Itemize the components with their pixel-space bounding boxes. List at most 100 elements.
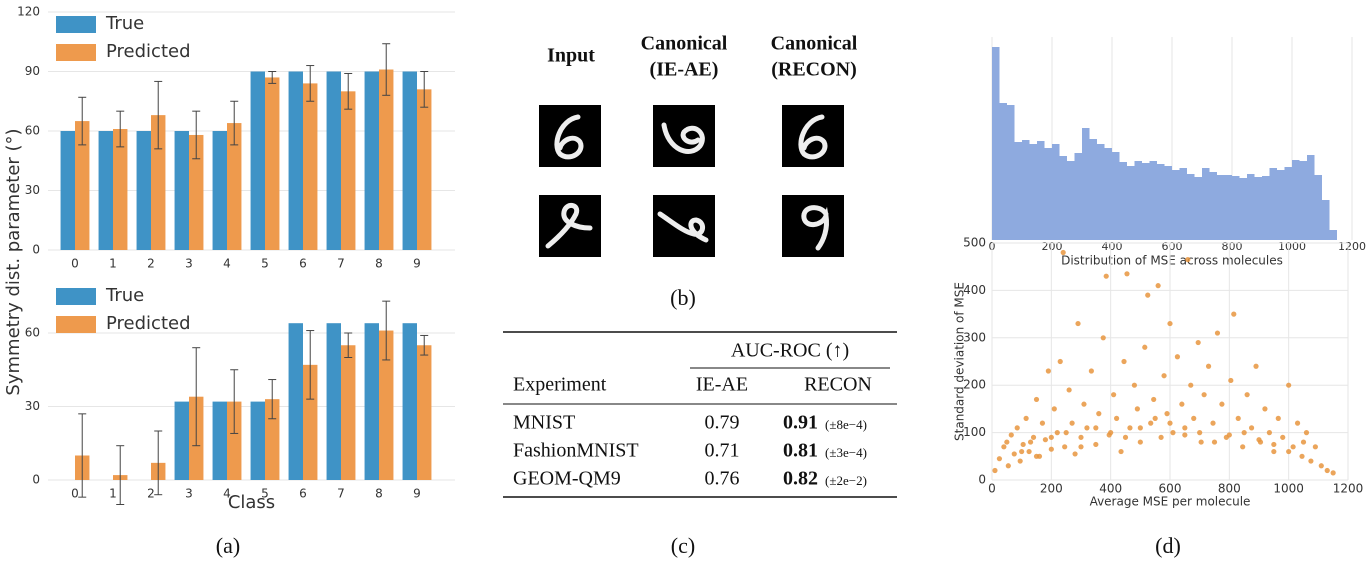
scatter-point [1118,448,1124,455]
error-bar [344,332,353,358]
x-tick-label: 200 [1040,482,1063,496]
histogram-bar [1307,155,1315,240]
scatter-point [1030,434,1037,440]
x-tick-label: 400 [1099,482,1122,496]
column-header: (IE-AE) [650,59,719,81]
scatter-point [1174,354,1181,360]
scatter-point [1211,439,1218,445]
histogram-bar [1247,174,1255,240]
legend-label: True [105,285,144,306]
scatter-point [1026,448,1032,455]
histogram-bar [1187,174,1195,240]
x-tick-label: 1000 [1278,240,1306,253]
scatter-point [1253,363,1259,369]
x-tick-label: 800 [1218,482,1241,496]
bar [98,131,113,250]
scatter-point [1158,434,1164,440]
bar [402,323,417,480]
scatter-point [1164,411,1170,417]
bar [303,83,318,251]
legend-swatch [56,44,96,61]
histogram-bar [1127,166,1135,240]
x-tick-label: 9 [413,257,421,271]
legend-swatch [56,288,96,305]
x-axis-label: Average MSE per molecule [1090,495,1251,509]
scatter-point [1152,415,1158,421]
scatter-point [1197,430,1203,436]
scatter-point [1241,430,1247,436]
digit-stroke [661,122,705,154]
histogram-bar [1239,178,1247,240]
column-header: (RECON) [771,59,857,81]
scatter-point [1114,415,1120,421]
histogram-bar [1029,144,1037,240]
table-cell: GEOM-QM9 [513,468,621,490]
scatter-point [1069,420,1075,426]
scatter-point [1240,444,1246,450]
x-tick-label: 1 [109,257,117,271]
scatter-point [1124,271,1130,277]
histogram-bar [1082,128,1090,240]
bar [364,323,379,480]
x-tick-label: 2 [147,487,155,501]
bar [212,401,227,480]
histogram-bar [1097,144,1105,240]
x-tick-label: 6 [299,257,307,271]
x-axis-label: Class [228,492,275,513]
scatter-point [1075,320,1081,327]
x-tick-label: 5 [261,487,269,501]
x-tick-label: 400 [1102,240,1123,253]
bar [174,131,189,250]
x-tick-label: 5 [261,257,269,271]
bar [136,131,151,250]
scatter-point [1011,451,1017,457]
column-header: Canonical [771,33,858,55]
table-group-header: AUC-ROC (↑) [731,340,849,362]
y-tick-label: 60 [25,124,40,138]
histogram-bar [1022,140,1030,240]
y-tick-label: 30 [25,399,40,413]
scatter-point [1167,420,1173,426]
scatter-point [1057,358,1063,365]
legend-label: Predicted [106,313,191,334]
x-tick-label: 6 [299,487,307,501]
error-bar [420,71,429,108]
scatter-point [1280,434,1286,440]
y-axis-label: Standard deviation of MSE [953,282,967,441]
scatter-point [1300,439,1307,445]
error-bar [344,72,353,110]
scatter-point [1271,448,1277,455]
histogram-bar [1149,161,1157,240]
scatter-point [1008,432,1014,438]
histogram-bar [1007,105,1015,240]
histogram-bar [1037,141,1045,240]
column-header: Input [547,45,595,67]
table-cell: 0.81 [783,440,818,462]
scatter-point [996,456,1003,462]
scatter-point [1262,406,1268,412]
scatter-point [1084,425,1090,431]
error-bar [306,330,315,400]
bar [417,89,432,250]
histogram-bar [1074,153,1082,240]
scatter-point [1201,392,1207,398]
scatter-point [1219,401,1225,407]
histogram-bar [992,47,1000,240]
scatter-point [1167,320,1173,327]
histogram-bar [1284,167,1292,240]
panel-label: (c) [671,533,695,558]
scatter-point [1103,273,1109,279]
bar [250,401,265,480]
histogram-bar [1269,168,1277,240]
histogram-bar [1052,144,1060,240]
table-header: Experiment [513,374,607,396]
histogram-bar [1322,200,1330,240]
histogram-bar [1164,166,1172,240]
scatter-point [1078,434,1084,440]
scatter-point [1161,373,1167,379]
scatter-point [1019,448,1025,455]
scatter-point [1131,382,1137,388]
bar [379,330,394,480]
bar [227,123,242,250]
x-tick-label: 3 [185,257,193,271]
